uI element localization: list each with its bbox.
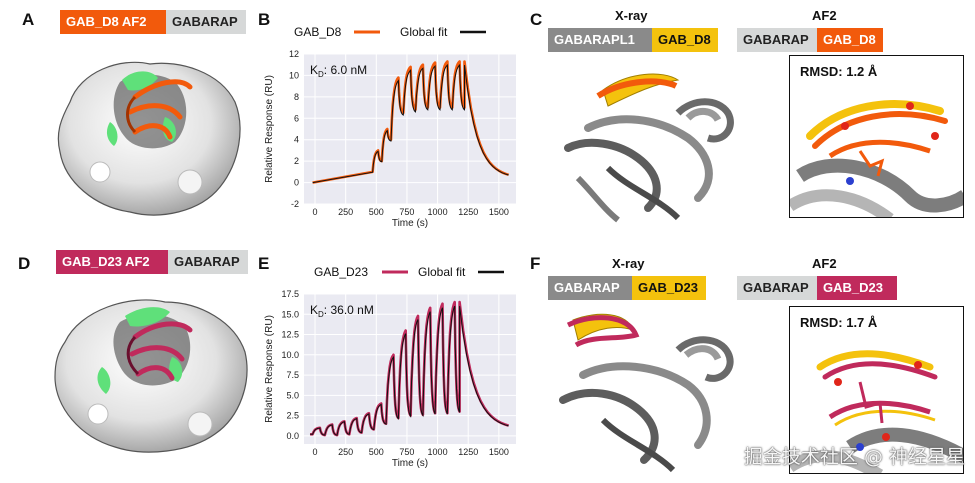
panel-letter-e: E — [258, 254, 270, 273]
kd-annotation: KD: 6.0 nM — [310, 63, 367, 79]
series-fit-line — [310, 305, 509, 436]
x-tick-label: 1250 — [458, 207, 478, 217]
y-tick-label: 2.5 — [286, 411, 299, 421]
x-tick-label: 750 — [399, 447, 414, 457]
x-tick-label: 500 — [369, 207, 384, 217]
rmsd-c: RMSD: 1.2 Å — [800, 64, 878, 79]
series-fit-line — [312, 63, 509, 184]
y-tick-label: 12.5 — [281, 330, 299, 340]
x-tick-label: 1000 — [428, 447, 448, 457]
series-data-line — [312, 60, 509, 184]
xray-title-f: X-ray — [612, 256, 645, 271]
y-tick-label: 4 — [294, 135, 299, 145]
chart-e: 0.0 2.5 5.0 7.5 10.0 12.5 15.0 17.5 0 250 500 750 10… — [264, 265, 516, 469]
tag-gab-d8-xray: GAB_D8 — [652, 28, 718, 52]
structure-d-surface — [54, 299, 248, 453]
legend-data-label: GAB_D23 — [314, 265, 368, 279]
tag-gabarap-c: GABARAP — [737, 28, 817, 52]
x-tick-label: 0 — [313, 447, 318, 457]
y-tick-label: -2 — [291, 199, 299, 209]
x-axis-label: Time (s) — [392, 458, 428, 469]
structure-a-surface — [57, 61, 241, 216]
x-tick-label: 1000 — [428, 207, 448, 217]
x-tick-label: 250 — [338, 447, 353, 457]
y-axis-label: Relative Response (RU) — [264, 315, 275, 423]
tag-gab-d23-af2-f: GAB_D23 — [817, 276, 897, 300]
x-tick-label: 250 — [338, 207, 353, 217]
af2-title-f: AF2 — [812, 256, 837, 271]
panel-letter-f: F — [530, 254, 541, 273]
y-tick-label: 7.5 — [286, 370, 299, 380]
tag-gab-d23-xray: GAB_D23 — [632, 276, 706, 300]
chart-b-container: -2 0 2 4 6 8 10 12 0 250 500 750 1000 1250 1500 Time (s… — [258, 22, 528, 234]
tag-gabarap-xray-f: GABARAP — [548, 276, 632, 300]
y-tick-label: 6 — [294, 113, 299, 123]
y-tick-label: 12 — [289, 49, 299, 59]
x-tick-label: 500 — [369, 447, 384, 457]
tag-gabarap-d: GABARAP — [168, 250, 248, 274]
legend-data-label: GAB_D8 — [294, 25, 342, 39]
af2-overlay-c — [790, 100, 963, 217]
y-tick-label: 8 — [294, 92, 299, 102]
af2-box-c: RMSD: 1.2 Å — [789, 55, 964, 218]
y-tick-label: 15.0 — [281, 309, 299, 319]
tag-gab-d8-af2-c: GAB_D8 — [817, 28, 883, 52]
y-tick-label: 0.0 — [286, 431, 299, 441]
tag-gab-d23-af2: GAB_D23 AF2 — [56, 250, 168, 274]
chart-b: -2 0 2 4 6 8 10 12 0 250 500 750 1000 1250 1500 Time (s… — [264, 25, 516, 229]
x-tick-label: 750 — [399, 207, 414, 217]
af2-overlay-f — [790, 350, 963, 473]
xray-title-c: X-ray — [615, 8, 648, 23]
tag-gabarap-f: GABARAP — [737, 276, 817, 300]
y-tick-label: 0 — [294, 178, 299, 188]
plot-area — [304, 294, 516, 444]
tag-gab-d8-af2: GAB_D8 AF2 — [60, 10, 166, 34]
y-tick-label: 5.0 — [286, 390, 299, 400]
structure-c-cartoon — [564, 73, 734, 223]
panel-letter-b: B — [258, 10, 271, 29]
chart-e-container: 0.0 2.5 5.0 7.5 10.0 12.5 15.0 17.5 0 250 500 750 10… — [258, 262, 528, 474]
y-tick-label: 10.0 — [281, 350, 299, 360]
x-axis-label: Time (s) — [392, 218, 428, 229]
x-tick-label: 1500 — [489, 207, 509, 217]
tag-gabarap-a: GABARAP — [166, 10, 246, 34]
rmsd-f: RMSD: 1.7 Å — [800, 315, 878, 330]
y-tick-label: 2 — [294, 156, 299, 166]
panel-letter-d: D — [18, 254, 31, 273]
y-tick-label: 10 — [289, 70, 299, 80]
structure-f-cartoon — [559, 313, 734, 473]
x-tick-label: 1250 — [458, 447, 478, 457]
y-axis-label: Relative Response (RU) — [264, 75, 275, 183]
x-tick-label: 0 — [313, 207, 318, 217]
y-tick-label: 17.5 — [281, 289, 299, 299]
panel-letter-c: C — [530, 10, 543, 29]
tag-gabarapl1: GABARAPL1 — [548, 28, 652, 52]
legend-fit-label: Global fit — [400, 25, 448, 39]
legend-fit-label: Global fit — [418, 265, 466, 279]
af2-box-f: RMSD: 1.7 Å — [789, 306, 964, 474]
panel-letter-a: A — [22, 10, 35, 29]
kd-annotation: KD: 36.0 nM — [310, 303, 374, 319]
watermark: 掘金技术社区 @ 神经星星 — [743, 446, 965, 468]
af2-title-c: AF2 — [812, 8, 837, 23]
x-tick-label: 1500 — [489, 447, 509, 457]
